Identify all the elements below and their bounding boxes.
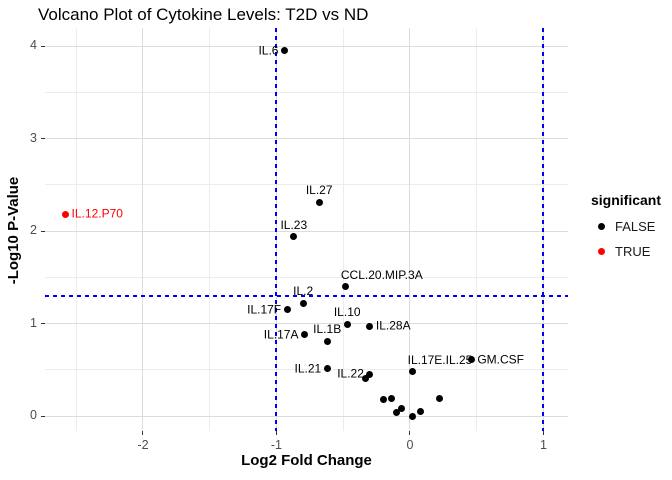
data-point <box>300 331 308 339</box>
x-axis-title: Log2 Fold Change <box>241 452 372 469</box>
point-label: IL.17F <box>247 302 282 317</box>
legend-item-true: TRUE <box>585 243 672 259</box>
legend-title: significant <box>591 192 662 208</box>
gridline-major-horizontal <box>45 323 568 325</box>
gridline-major-horizontal <box>45 230 568 232</box>
point-label: IL.23 <box>280 217 308 232</box>
data-point <box>393 408 401 416</box>
gridline-minor-vertical <box>476 28 478 431</box>
point-label: IL.28A <box>375 318 411 333</box>
data-point <box>299 299 307 307</box>
data-point <box>409 368 417 376</box>
y-axis-tick <box>41 138 45 140</box>
fold-change-threshold-line <box>542 28 545 431</box>
legend: significant FALSE TRUE <box>585 192 672 268</box>
data-point <box>362 374 370 382</box>
chart-title: Volcano Plot of Cytokine Levels: T2D vs … <box>38 5 369 24</box>
plot-panel: IL.6 IL.27 IL.12.P70 IL.23 CCL.20.MIP.3A IL.2… <box>45 28 568 431</box>
data-point <box>417 407 425 415</box>
gridline-minor-horizontal <box>45 184 568 186</box>
data-point <box>323 337 331 345</box>
gridline-major-horizontal <box>45 415 568 417</box>
x-tick-label: 0 <box>406 438 414 452</box>
point-label: IL.17A <box>263 327 299 342</box>
legend-label-true: TRUE <box>615 243 651 259</box>
data-point <box>280 47 288 55</box>
x-axis-tick <box>542 431 544 435</box>
data-point <box>323 365 331 373</box>
data-point <box>315 198 323 206</box>
data-point <box>379 395 387 403</box>
legend-dot-true-icon <box>598 247 605 255</box>
data-point <box>398 405 406 413</box>
point-label: IL.21 <box>294 361 322 376</box>
pvalue-threshold-line <box>45 294 568 297</box>
y-tick-label: 3 <box>30 130 37 145</box>
data-point <box>342 283 350 291</box>
point-label: IL.2 <box>293 284 314 299</box>
point-label: IL.12.P70 <box>71 206 123 221</box>
legend-dot-false-icon <box>598 222 605 230</box>
point-label: IL.1B <box>313 322 342 337</box>
y-tick-label: 4 <box>30 38 37 53</box>
fold-change-threshold-line <box>275 28 278 431</box>
data-point <box>435 394 443 402</box>
gridline-minor-vertical <box>209 28 211 431</box>
x-tick-label: -1 <box>270 438 283 452</box>
gridline-major-vertical <box>409 28 411 431</box>
y-axis-tick <box>41 323 45 325</box>
point-label: IL.17E.IL.25 <box>407 352 473 367</box>
y-tick-label: 1 <box>30 315 37 330</box>
data-point <box>366 370 374 378</box>
legend-label-false: FALSE <box>615 218 656 234</box>
point-label: IL.10 <box>333 305 361 320</box>
point-label: IL.27 <box>305 183 333 198</box>
point-label: CCL.20.MIP.3A <box>340 267 423 282</box>
x-axis-tick <box>409 431 411 435</box>
gridline-minor-vertical <box>75 28 77 431</box>
y-tick-label: 2 <box>30 223 37 238</box>
gridline-minor-vertical <box>342 28 344 431</box>
data-point <box>366 322 374 330</box>
y-tick-label: 0 <box>30 408 37 423</box>
y-axis-tick <box>41 415 45 417</box>
gridline-minor-horizontal <box>45 369 568 371</box>
point-label: IL.22 <box>337 366 364 381</box>
data-point <box>387 394 395 402</box>
data-point <box>62 210 70 218</box>
gridline-minor-horizontal <box>45 91 568 93</box>
data-point <box>343 320 351 328</box>
x-axis-tick <box>275 431 277 435</box>
data-point <box>290 233 298 241</box>
point-label: GM.CSF <box>477 352 525 367</box>
gridline-major-horizontal <box>45 138 568 140</box>
x-axis-tick <box>142 431 144 435</box>
data-point <box>467 356 475 364</box>
x-tick-label: -2 <box>137 438 149 452</box>
x-tick-label: 1 <box>539 438 547 452</box>
gridline-major-vertical <box>142 28 144 431</box>
gridline-major-horizontal <box>45 45 568 47</box>
data-point <box>409 412 417 420</box>
data-point <box>283 306 291 314</box>
point-label: IL.6 <box>258 43 279 58</box>
gridline-minor-horizontal <box>45 276 568 278</box>
legend-item-false: FALSE <box>585 218 672 234</box>
y-axis-tick <box>41 230 45 232</box>
y-axis-tick <box>41 45 45 47</box>
